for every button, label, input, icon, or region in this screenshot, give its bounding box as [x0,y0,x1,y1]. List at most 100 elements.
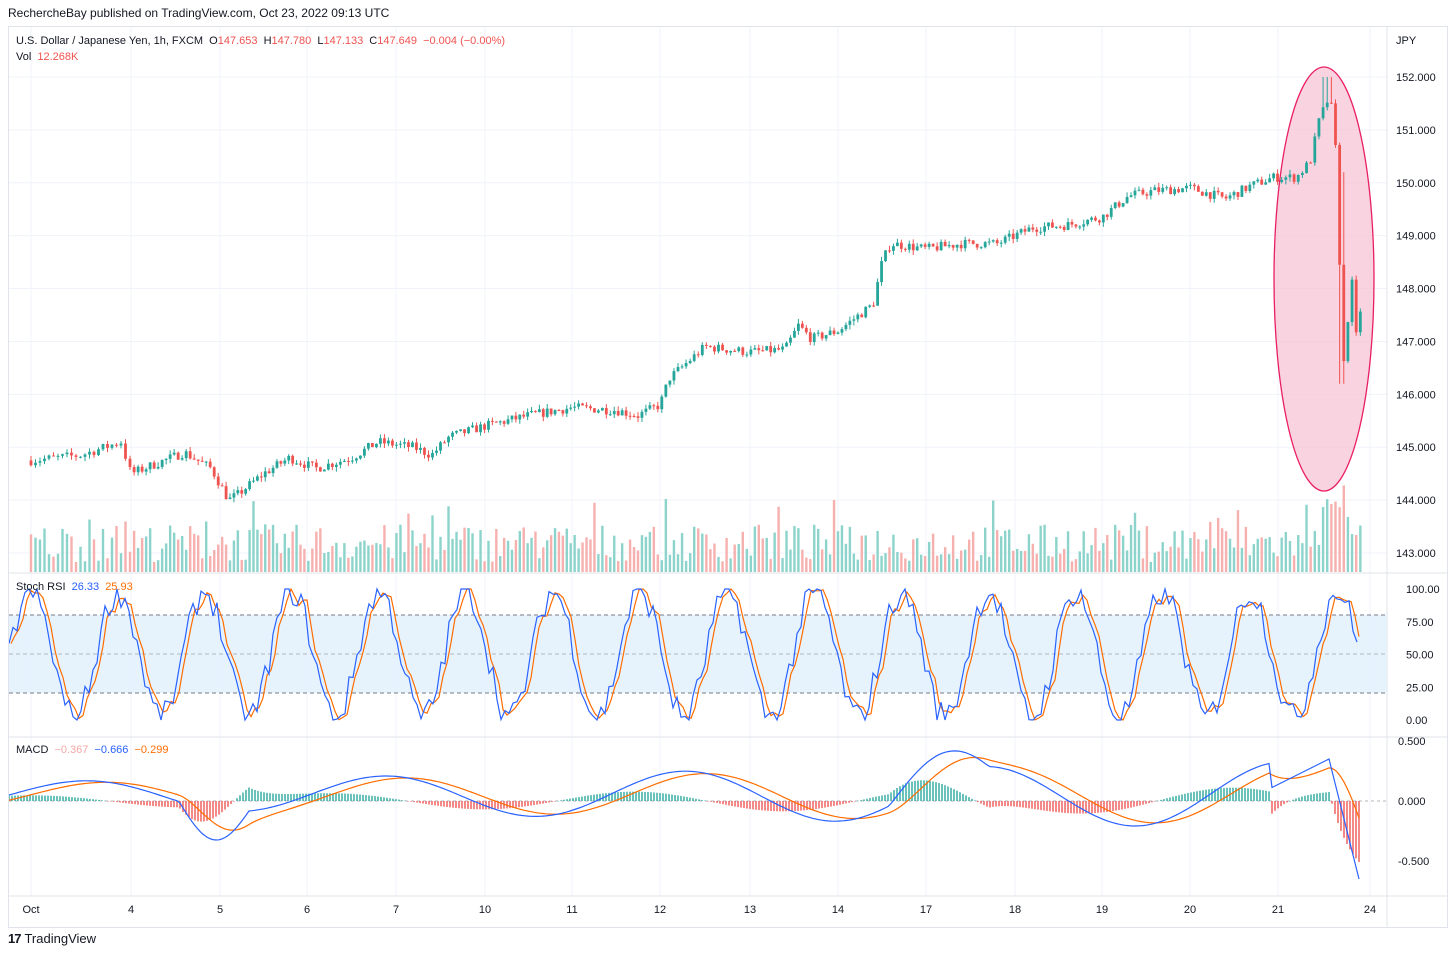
macd-histogram-bar [1040,801,1042,811]
candle-body [1252,181,1256,185]
candle-body [1196,186,1200,192]
candle-body [403,442,406,444]
macd-histogram-bar [251,788,253,801]
candle-body [363,448,366,456]
candle-body [1165,187,1169,189]
candle-body [407,442,410,448]
candle-body [1058,226,1062,228]
volume-bar [1189,538,1192,572]
macd-histogram-bar [986,801,988,807]
macd-histogram-bar [155,801,157,807]
price-tick-label: 149.000 [1396,231,1436,243]
macd-histogram-bar [614,792,616,801]
volume-bar [872,554,875,572]
volume-bar [664,499,668,572]
volume-bar [1201,551,1204,572]
volume-bar [331,545,334,572]
volume-bar [387,547,390,572]
volume-bar [106,558,109,572]
macd-histogram-bar [668,794,670,801]
footer: 17 TradingView [8,931,96,946]
volume-bar [912,539,915,572]
price-axis: 143.000 144.000 145.000 146.000 147.000 148.0… [1396,72,1440,868]
candle-body [979,247,983,249]
volume-bar [648,531,652,572]
volume-bar [475,559,478,572]
macd-histogram-bar [1094,801,1096,814]
macd-histogram-bar [1205,789,1207,801]
volume-bar [128,551,132,572]
volume-bar [1264,538,1267,572]
macd-histogram-bar [671,794,673,801]
stoch-rsi-lines [8,586,1360,722]
macd-histogram-bar [401,800,403,801]
macd-histogram-bar [272,793,274,801]
volume-bar [733,544,736,572]
candle-body [192,458,196,460]
volume-bar [860,535,863,572]
volume-bar [228,560,232,572]
macd-histogram-bar [8,795,10,801]
candle-body [1185,185,1188,189]
volume-bar [884,553,887,572]
macd-histogram-bar [1016,801,1018,807]
candle-body [632,415,636,417]
macd-histogram-bar [20,795,22,801]
volume-bar [597,554,600,572]
candle-body [995,240,999,244]
time-tick-label: 5 [217,904,223,916]
chart-canvas[interactable]: 143.000 144.000 145.000 146.000 147.000 148.0… [8,27,1447,927]
macd-histogram-bar [161,801,163,807]
candle-body [852,319,856,321]
candle-body [999,242,1003,244]
candle-body [119,443,123,446]
macd-histogram-bar [449,801,451,808]
macd-histogram-bar [1259,789,1261,801]
macd-histogram-bar [1226,787,1228,801]
macd-histogram-bar [281,793,283,801]
macd-histogram-bar [617,792,619,801]
candle-body [608,414,612,416]
macd-histogram-bar [773,801,775,812]
legend-close-label: C [369,35,377,47]
volume-bar [156,560,160,572]
volume-bar [553,528,557,572]
candle-body [947,245,951,247]
macd-histogram-bar [1238,787,1240,801]
macd-histogram-bar [608,792,610,801]
volume-bar [1062,548,1066,572]
candle-body [359,455,362,459]
volume-bar [605,555,608,572]
candle-body [56,455,60,457]
volume-bar [753,526,757,572]
macd-histogram-bar [1196,791,1198,801]
candle-body [236,490,240,494]
macd-histogram-bar [1067,801,1069,814]
volume-bar [908,560,911,572]
macd-histogram-bar [119,801,121,803]
macd-histogram-bar [515,801,517,808]
footer-brand[interactable]: TradingView [24,931,97,946]
volume-bar [168,525,172,572]
candle-body [302,464,306,468]
volume-bar [1074,559,1078,572]
macd-histogram-bar [923,780,925,801]
candle-body [741,347,745,355]
volume-bar [1008,529,1011,572]
macd-histogram-bar [959,792,961,801]
macd-histogram-bar [623,791,625,801]
macd-histogram-bar [908,782,910,801]
candle-body [864,306,868,318]
candle-body [1062,226,1066,230]
macd-histogram-bar [716,801,718,804]
volume-bar [196,535,200,572]
volume-bar [967,539,971,572]
volume-bar [1330,503,1333,572]
candle-body [1082,224,1086,227]
volume-bar [70,536,73,572]
stoch-tick-label: 100.00 [1406,584,1440,596]
time-tick-label: 10 [479,904,491,916]
volume-bar [115,526,118,572]
macd-histogram-bar [1097,801,1099,813]
macd-histogram-bar [149,801,151,806]
